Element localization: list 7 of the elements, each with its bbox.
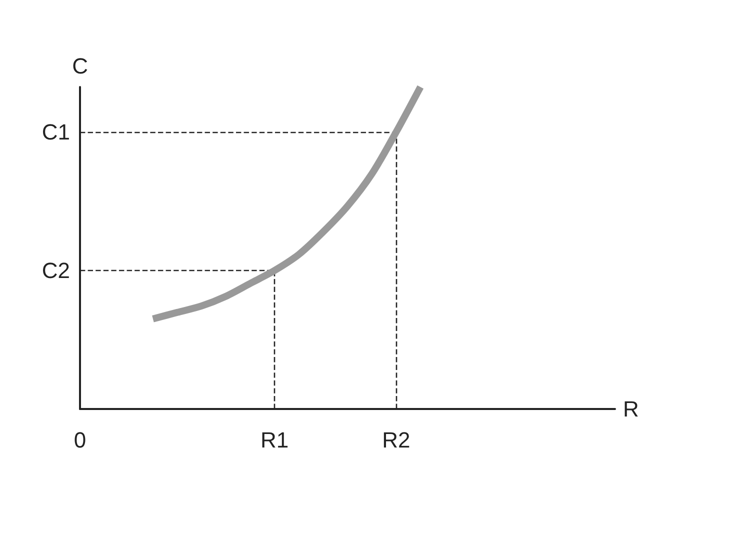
y-axis-title: C [72, 54, 88, 78]
ref-line-label: C2 [42, 258, 70, 284]
x-tick-label: 0 [74, 428, 86, 452]
x-tick-label: R2 [382, 428, 410, 452]
x-tick-label: R1 [260, 428, 289, 452]
ref-line-label: C1 [42, 120, 70, 145]
x-axis-title: R [623, 396, 639, 422]
